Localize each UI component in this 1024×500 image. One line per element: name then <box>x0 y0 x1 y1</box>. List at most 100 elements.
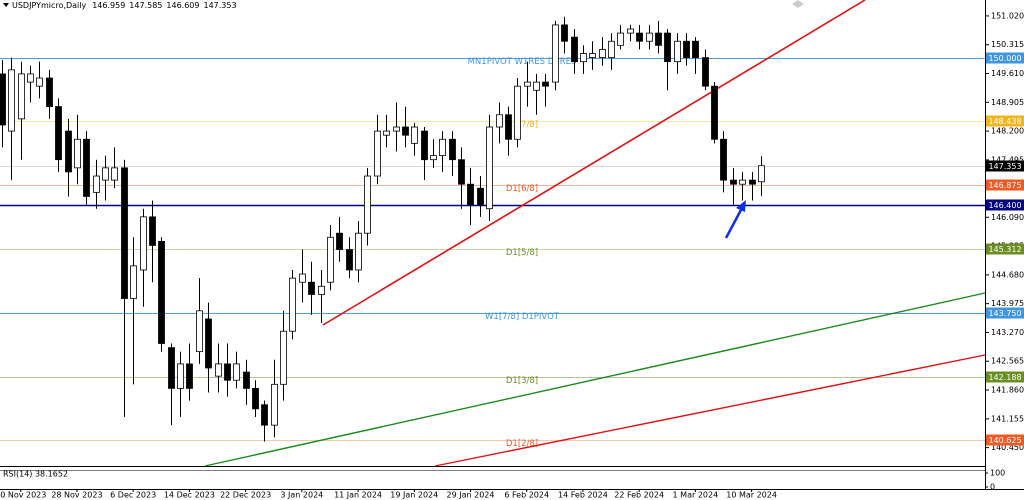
candle-body <box>664 32 671 63</box>
rsi-title: RSI(14) 38.1652 <box>3 470 68 479</box>
candle-body <box>749 179 756 185</box>
arrow-head <box>736 200 746 212</box>
level-box <box>986 199 1024 211</box>
symbol-menu[interactable] <box>3 3 9 7</box>
level-text: D1[5/8] <box>506 248 538 258</box>
candle-body <box>93 175 100 193</box>
candle-body <box>318 285 325 295</box>
candle-body <box>439 138 446 157</box>
candle-body <box>111 167 118 181</box>
candle-body <box>674 40 681 63</box>
y-tick-label: 142.565 <box>991 357 1024 366</box>
symbol-title: USDJPYmicro,Daily <box>12 1 86 10</box>
trend-line <box>204 292 986 467</box>
level-value: 148.438 <box>988 117 1021 126</box>
candle-body <box>552 24 559 83</box>
candle-body <box>702 57 709 87</box>
rsi-tick-label: 100 <box>990 469 1005 478</box>
candle-body <box>458 159 465 185</box>
candle-body <box>383 130 390 136</box>
x-tick-label: 11 Jan 2024 <box>334 491 382 500</box>
candle-body <box>571 36 578 63</box>
level-text: MN1PIVOT W1RES D1RES <box>468 57 577 67</box>
candle-body <box>374 130 381 177</box>
candle-body <box>289 277 296 332</box>
x-tick-label: 1 Mar 2024 <box>673 491 719 500</box>
x-tick-label: 14 Dec 2023 <box>164 491 215 500</box>
candle-body <box>233 363 240 381</box>
y-tick-label: 141.155 <box>991 414 1024 423</box>
level-text: D1[2/8] <box>506 439 538 449</box>
level-box <box>986 307 1024 319</box>
candle-body <box>627 28 634 34</box>
x-tick-label: 10 Mar 2024 <box>726 491 777 500</box>
x-tick-label: 19 Jan 2024 <box>390 491 438 500</box>
ohlc-open: 146.959 <box>92 1 125 10</box>
y-tick-label: 148.200 <box>991 127 1024 136</box>
x-tick-label: 22 Feb 2024 <box>614 491 664 500</box>
y-tick-label: 149.610 <box>991 69 1024 78</box>
candle-body <box>477 187 484 206</box>
candle-body <box>636 32 643 42</box>
level-box <box>986 52 1024 64</box>
x-tick-label: 28 Nov 2023 <box>51 491 102 500</box>
candle-body <box>121 167 128 299</box>
y-tick-label: 151.020 <box>991 11 1024 20</box>
candle-body <box>74 138 81 169</box>
level-text: D1[3/8] <box>506 376 538 386</box>
level-value: 143.750 <box>988 309 1021 318</box>
level-box <box>986 434 1024 446</box>
candle-body <box>46 77 53 107</box>
ohlc-high: 147.585 <box>129 1 162 10</box>
ohlc-low: 146.609 <box>166 1 199 10</box>
x-tick-label: 22 Dec 2023 <box>220 491 271 500</box>
level-value: 140.625 <box>988 436 1021 445</box>
candle-body <box>364 175 371 234</box>
level-box <box>986 115 1024 127</box>
candle-body <box>27 73 34 83</box>
candle-body <box>692 40 699 58</box>
candle-body <box>196 310 203 353</box>
y-tick-label: 146.090 <box>991 213 1024 222</box>
current-price: 147.353 <box>988 162 1021 171</box>
candle-body <box>608 40 615 58</box>
candle-body <box>205 318 212 369</box>
candle-body <box>599 49 606 58</box>
candle-body <box>561 24 568 42</box>
candle-body <box>449 138 456 161</box>
arrow <box>724 207 744 239</box>
level-value: 145.312 <box>988 245 1021 254</box>
candle-body <box>411 126 418 144</box>
candle-body <box>514 85 521 140</box>
candle-body <box>186 363 193 389</box>
candle-body <box>215 363 222 377</box>
candle-body <box>730 179 737 185</box>
trend-line <box>322 0 866 326</box>
candle-body <box>55 106 62 161</box>
level-box <box>986 179 1024 191</box>
level-box <box>986 371 1024 383</box>
candles <box>0 16 765 442</box>
y-tick-label: 143.270 <box>991 328 1024 337</box>
y-tick-label: 150.315 <box>991 40 1024 49</box>
candle-body <box>130 265 137 299</box>
candle-body <box>8 69 15 132</box>
candle-body <box>252 388 259 410</box>
candle-body <box>486 126 493 210</box>
candle-body <box>0 73 6 126</box>
candle-body <box>430 155 437 161</box>
candle-body <box>580 53 587 63</box>
level-value: 146.875 <box>988 181 1021 190</box>
candle-body <box>65 130 72 173</box>
candle-body <box>533 81 540 91</box>
level-text: W1[7/8] D1PIVOT <box>485 312 560 322</box>
candle-body <box>336 232 343 250</box>
candle-body <box>496 114 503 128</box>
candle-body <box>542 81 549 87</box>
candle-body <box>102 167 109 181</box>
candle-body <box>720 138 727 181</box>
x-tick-label: 6 Feb 2024 <box>504 491 549 500</box>
candle-body <box>158 240 165 344</box>
candle-body <box>711 85 718 140</box>
ohlc-close: 147.353 <box>203 1 236 10</box>
